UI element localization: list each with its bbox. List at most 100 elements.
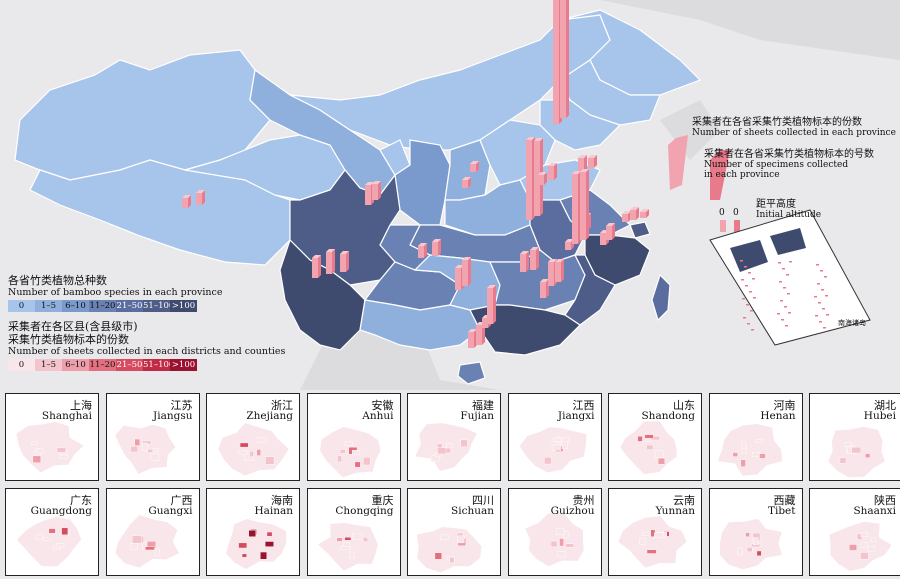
province-panel-chongqing: 重庆 Chongqing	[306, 488, 401, 576]
province-name-en: Anhui	[362, 410, 394, 422]
province-outline	[15, 421, 85, 474]
legend-swatch: 51–100	[143, 359, 175, 371]
neighbor-land	[0, 0, 900, 60]
province-name-zh: 广东	[70, 494, 92, 507]
province-name-zh: 浙江	[271, 399, 293, 412]
province-outline	[316, 522, 379, 572]
province-outline	[416, 526, 483, 574]
china-map	[0, 0, 900, 390]
legend-species: 各省竹类植物总种数 Number of bamboo species in ea…	[8, 274, 222, 312]
island-mark	[820, 270, 823, 272]
specimen-bar	[487, 285, 496, 324]
bar-legend-graphic	[668, 135, 740, 232]
legend-swatch: 0	[8, 300, 35, 312]
specimen-bar	[606, 223, 615, 240]
island-mark	[751, 329, 754, 331]
province-name-zh: 云南	[673, 494, 695, 507]
specimen-bar	[630, 207, 639, 220]
province-outline	[718, 518, 783, 570]
island-mark	[779, 281, 782, 283]
province-outline	[524, 512, 584, 567]
province-panel-henan: 河南 Henan	[708, 393, 803, 481]
specimen-bar	[538, 172, 547, 185]
province-outline	[114, 514, 180, 569]
specimen-bar	[312, 255, 321, 278]
province-outline	[414, 422, 478, 472]
island-mark	[777, 313, 780, 315]
legend-sheets-swatches: 0 1–5 6–10 11–20 21–50 51–100 >100	[8, 359, 285, 371]
province-panel-zhejiang: 浙江 Zhejiang	[206, 393, 300, 481]
province-panel-shaanxi: 陕西 Shaanxi	[809, 488, 900, 576]
province-name-en: Hainan	[254, 505, 293, 517]
province-panel-hainan: 海南 Hainan	[206, 488, 300, 576]
province-name-en: Shandong	[641, 410, 695, 422]
province-name-zh: 陕西	[874, 494, 896, 507]
province-name-en: Shaanxi	[853, 505, 896, 517]
specimen-bar	[520, 251, 529, 272]
neighbor-land-east	[660, 100, 720, 160]
legend-swatch: 6–10	[62, 359, 89, 371]
province-fujian	[564, 254, 616, 326]
specimen-bar	[580, 169, 589, 240]
island-mark	[826, 314, 829, 316]
province-guangdong	[469, 304, 581, 356]
province-outline	[518, 426, 587, 474]
bar-legend-altitude-zh: 距平高度	[756, 199, 796, 210]
specimen-bar	[640, 209, 649, 218]
province-name-en: Guizhou	[550, 505, 595, 517]
island-mark	[778, 262, 781, 264]
island-mark	[783, 287, 786, 289]
specimen-bar	[565, 239, 574, 250]
legend-swatch: 21–50	[116, 359, 143, 371]
bar-legend-altitude: 距平高度 Initial altitude	[756, 199, 821, 221]
province-panel-hubei: 湖北 Hubei	[809, 393, 900, 481]
bar-legend-specimens-en-1: Number of specimens collected	[704, 160, 849, 170]
province-panel-sichuan: 四川 Sichuan	[407, 488, 501, 576]
province-name-zh: 福建	[472, 399, 494, 412]
province-name-en: Guangdong	[30, 505, 92, 517]
island-mark	[742, 298, 745, 300]
province-name-zh: 广西	[170, 494, 193, 507]
province-hainan	[457, 361, 486, 385]
province-name-en: Jiangxi	[557, 410, 595, 422]
province-panel-guizhou: 贵州 Guizhou	[507, 488, 602, 576]
island-mark	[815, 315, 818, 317]
legend-swatch: 6–10	[62, 300, 89, 312]
province-outline	[318, 426, 381, 478]
province-outline	[15, 516, 82, 567]
province-outline	[225, 518, 287, 570]
legend-swatch: >100	[170, 359, 197, 371]
province-outline	[617, 515, 688, 569]
legend-species-title-en: Number of bamboo species in each provinc…	[8, 287, 223, 298]
specimen-bar	[526, 137, 535, 220]
province-panel-fujian: 福建 Fujian	[407, 393, 501, 481]
province-name-zh: 安徽	[371, 399, 394, 412]
island-mark	[782, 268, 785, 270]
island-mark	[744, 266, 747, 268]
island-mark	[745, 285, 748, 287]
island-mark	[740, 260, 743, 262]
island-mark	[743, 317, 746, 319]
legend-swatch: 11–20	[89, 359, 116, 371]
province-panel-shanghai: 上海 Shanghai	[5, 393, 99, 481]
province-name-en: Hubei	[863, 410, 896, 422]
province-panel-yunnan: 云南 Yunnan	[608, 488, 702, 576]
island-mark	[781, 319, 784, 321]
specimen-bar	[622, 211, 631, 222]
specimen-bar	[340, 251, 349, 272]
legend-sheets-title-zh-2: 采集竹类植物标本的份数	[8, 333, 129, 346]
province-name-en: Yunnan	[655, 505, 695, 517]
province-shanghai	[629, 221, 651, 239]
province-outline	[619, 420, 678, 475]
island-mark	[786, 274, 789, 276]
legend-swatch: 1–5	[35, 300, 62, 312]
island-mark	[748, 272, 751, 274]
specimen-bar	[540, 279, 549, 298]
bar-legend-specimens-en-2: in each province	[704, 170, 780, 180]
island-mark	[825, 295, 828, 297]
specimen-bar	[548, 163, 557, 180]
island-mark	[819, 321, 822, 323]
legend-sheets: 采集者在各区县(含县级市) 采集竹类植物标本的份数 Number of shee…	[8, 320, 285, 371]
province-outline	[827, 426, 886, 478]
island-mark	[818, 302, 821, 304]
